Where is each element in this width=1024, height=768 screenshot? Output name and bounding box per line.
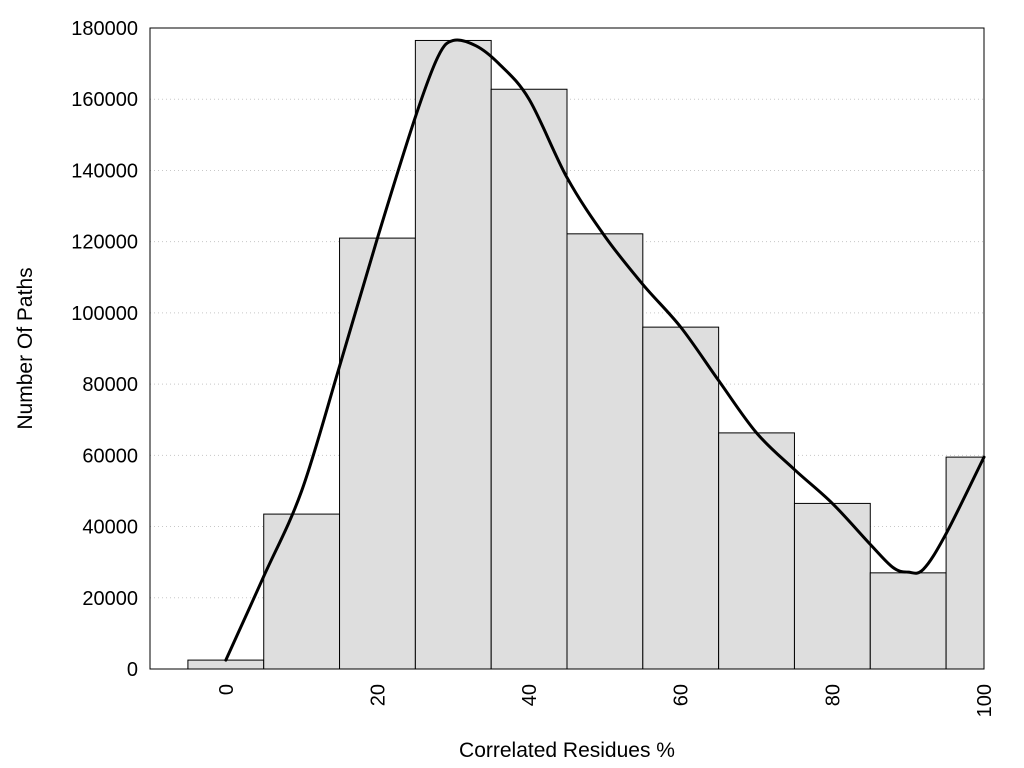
x-tick-label-40: 40 <box>519 684 541 706</box>
histogram-bars <box>187 39 985 670</box>
histogram-bar-10 <box>263 513 341 670</box>
density-curve <box>224 38 986 662</box>
plot-frame <box>149 27 985 670</box>
histogram-bar-100 <box>945 456 985 670</box>
y-tick-label-100000: 100000 <box>71 303 138 325</box>
histogram-bar-80 <box>793 502 871 670</box>
x-tick-label-60: 60 <box>671 684 693 706</box>
y-axis-title: Number Of Paths <box>14 267 37 429</box>
y-tick-label-140000: 140000 <box>71 160 138 182</box>
histogram-bar-30 <box>414 39 492 670</box>
x-tick-label-80: 80 <box>822 684 844 706</box>
x-tick-labels: 0 20 40 60 80 100 <box>216 684 996 717</box>
histogram-bar-90 <box>869 572 947 670</box>
density-curve-layer <box>224 38 986 662</box>
y-tick-label-0: 0 <box>127 659 138 681</box>
y-tick-label-120000: 120000 <box>71 232 138 254</box>
x-tick-label-20: 20 <box>367 684 389 706</box>
y-tick-label-80000: 80000 <box>82 374 138 396</box>
histogram-bar-60 <box>642 326 720 670</box>
x-axis-title: Correlated Residues % <box>459 739 675 762</box>
histogram-bar-40 <box>490 88 568 670</box>
histogram-bar-20 <box>339 237 416 670</box>
histogram-bar-70 <box>718 432 795 670</box>
x-tick-label-100: 100 <box>974 684 996 717</box>
y-tick-label-40000: 40000 <box>82 517 138 539</box>
y-tick-label-20000: 20000 <box>82 588 138 610</box>
histogram-bar-50 <box>566 233 644 670</box>
y-tick-label-180000: 180000 <box>71 18 138 40</box>
y-tick-labels: 0 20000 40000 60000 80000 100000 120000 140000 1… <box>71 18 138 681</box>
x-tick-label-0: 0 <box>216 684 238 695</box>
y-tick-label-160000: 160000 <box>71 89 138 111</box>
y-tick-label-60000: 60000 <box>82 445 138 467</box>
